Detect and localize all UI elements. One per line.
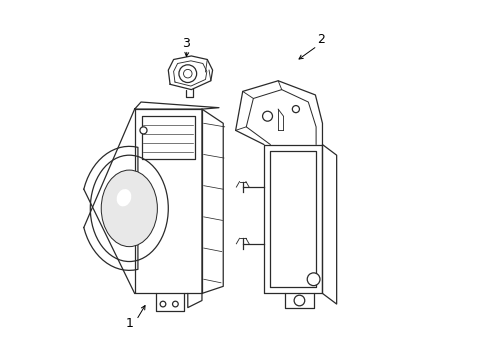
Circle shape bbox=[140, 127, 147, 134]
Ellipse shape bbox=[117, 189, 131, 206]
Circle shape bbox=[293, 295, 304, 306]
Circle shape bbox=[292, 105, 299, 113]
Ellipse shape bbox=[101, 170, 157, 247]
Circle shape bbox=[172, 301, 178, 307]
Circle shape bbox=[160, 301, 165, 307]
Text: 1: 1 bbox=[125, 317, 133, 330]
Ellipse shape bbox=[90, 155, 168, 261]
Text: 2: 2 bbox=[316, 33, 324, 46]
Circle shape bbox=[183, 69, 192, 78]
Circle shape bbox=[179, 65, 196, 82]
Text: 3: 3 bbox=[182, 37, 189, 50]
Circle shape bbox=[262, 111, 272, 121]
Circle shape bbox=[306, 273, 319, 285]
